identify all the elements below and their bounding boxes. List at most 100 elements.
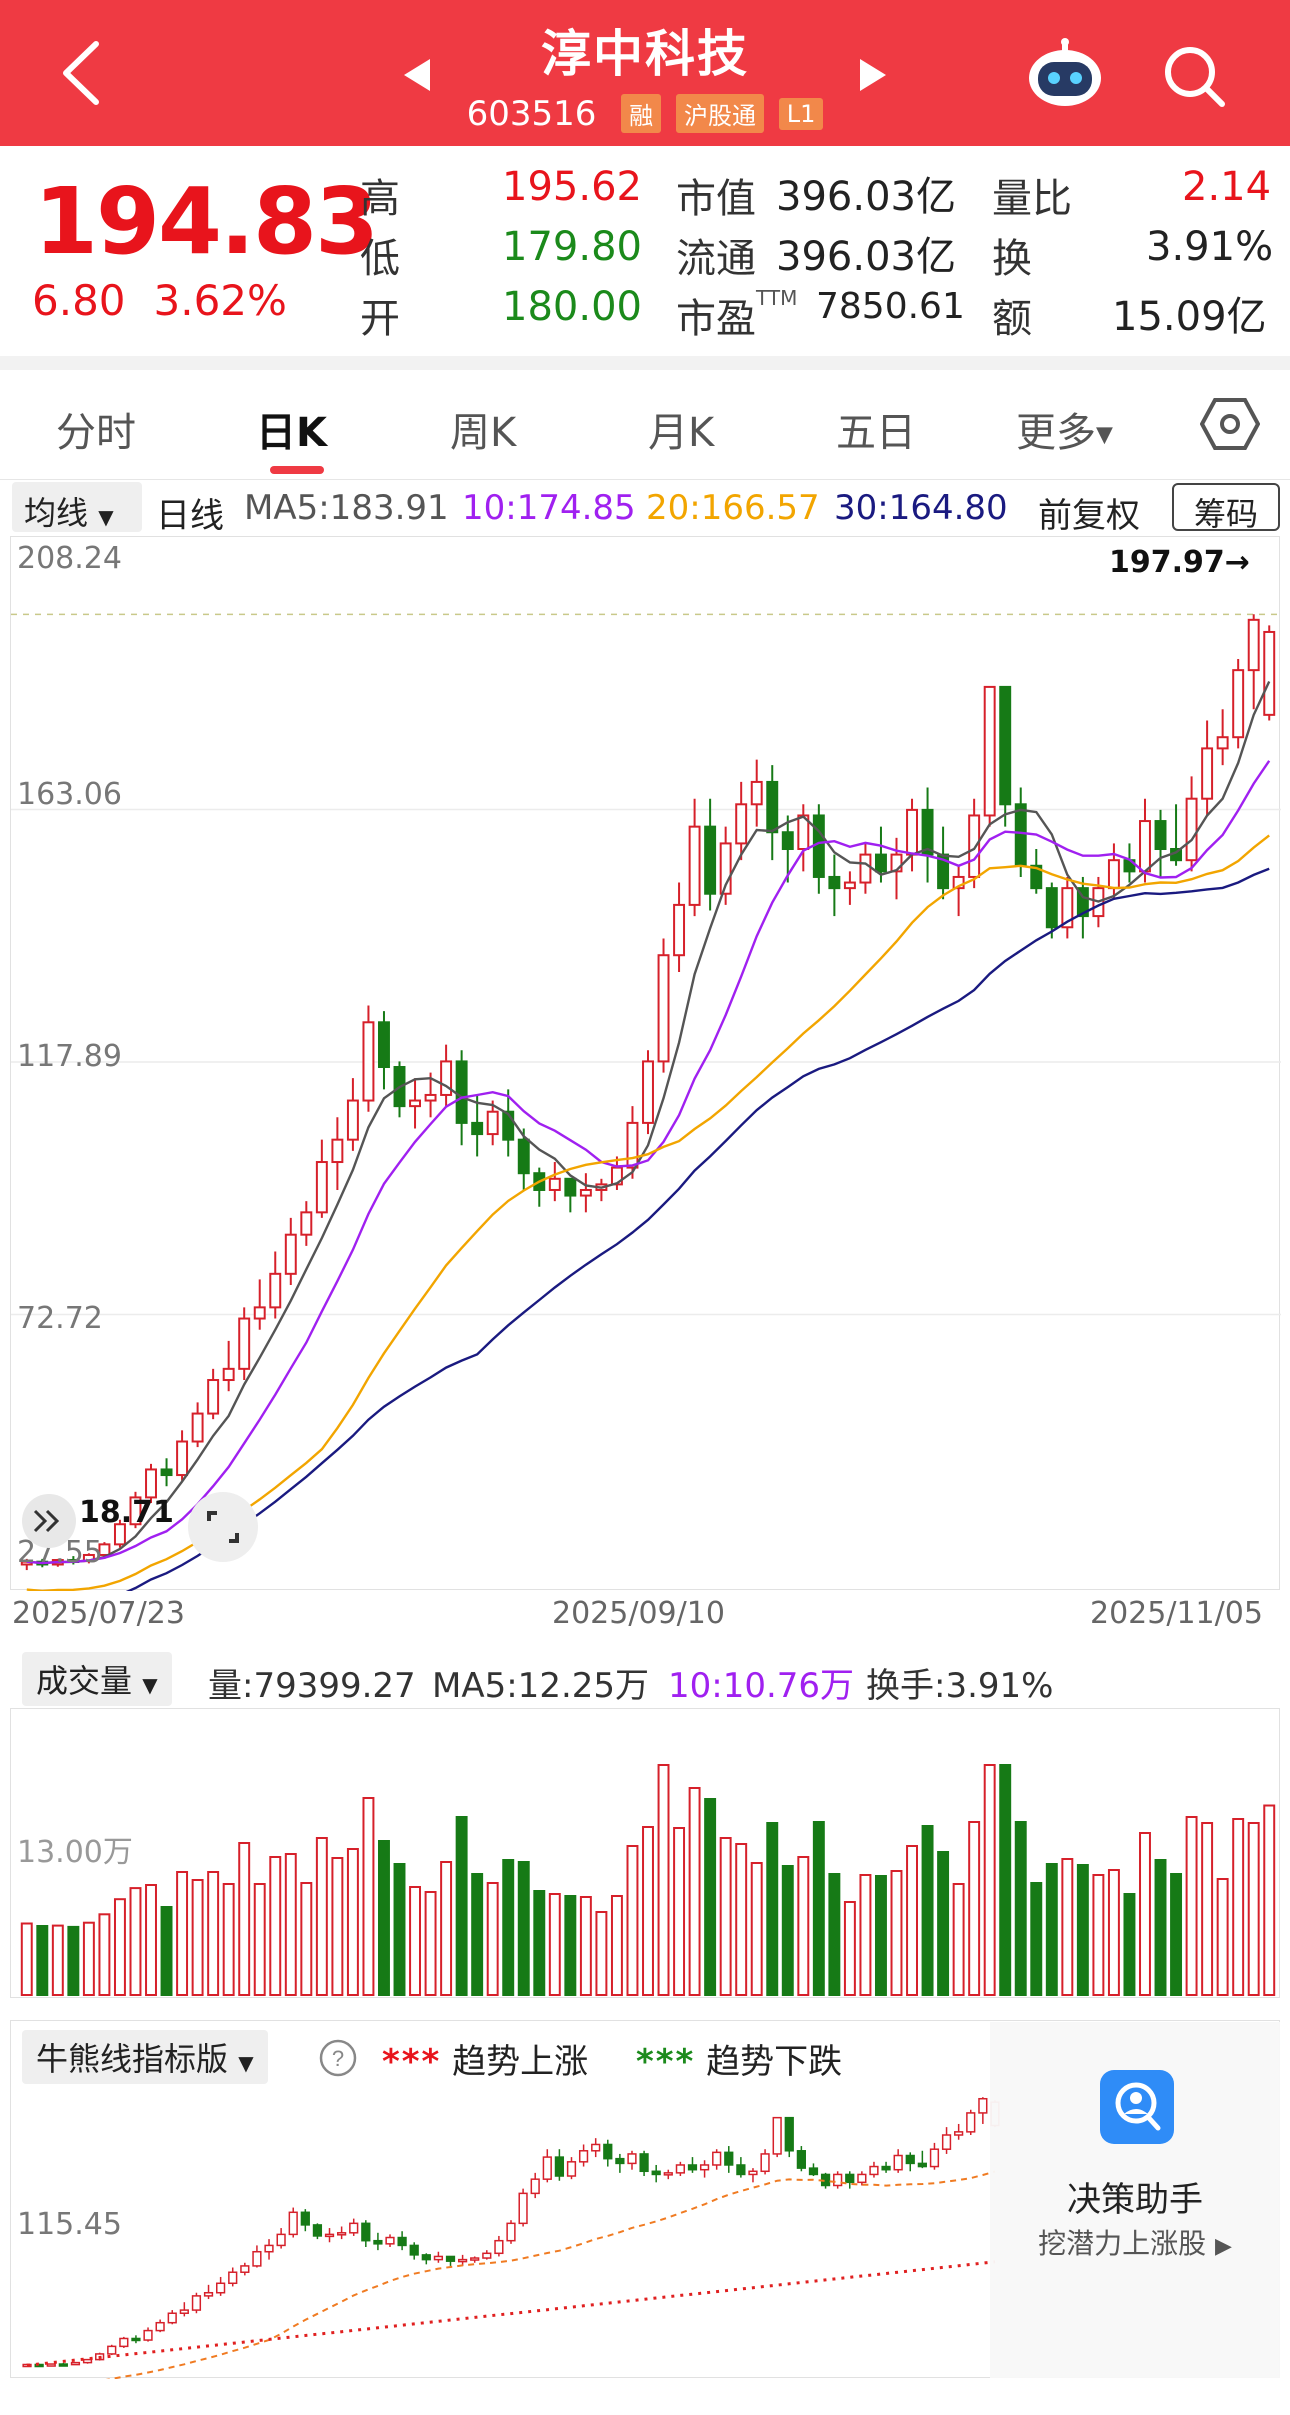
stock-subline: 603516 融 沪股通 L1: [0, 92, 1290, 134]
volume-bar: [688, 1787, 701, 1996]
candle-body: [548, 1177, 561, 1191]
search-icon[interactable]: [1160, 42, 1230, 112]
bull-candle-body: [808, 2167, 819, 2176]
bull-candle-body: [687, 2164, 698, 2171]
candle-body: [1247, 618, 1260, 672]
y-tick-4: 72.72: [17, 1301, 103, 1336]
candle-body: [1216, 736, 1229, 750]
bull-candle-body: [216, 2282, 226, 2294]
bull-candle-body: [627, 2153, 637, 2165]
tab-five-day[interactable]: 五日: [836, 410, 916, 456]
bull-candle-body: [869, 2165, 879, 2176]
bull-candle-body: [784, 2116, 794, 2152]
assistant-subtitle: 挖潜力上涨股 ▶: [990, 2222, 1280, 2262]
volume-bar: [906, 1845, 918, 1996]
volume-bar: [921, 1825, 934, 1996]
kline-chart-area[interactable]: 208.24 163.06 117.89 72.72 27.55 197.97→…: [10, 536, 1281, 1607]
candle-body: [145, 1468, 157, 1499]
bull-candle-body: [445, 2255, 456, 2262]
volume-bar: [1092, 1874, 1105, 1996]
change-value: 6.80: [32, 276, 126, 325]
caret-down-icon: ▼: [142, 1673, 158, 1697]
bull-candle-body: [506, 2222, 516, 2242]
volume-bar: [269, 1856, 282, 1996]
bull-candle-body: [155, 2321, 165, 2332]
bull-bear-dropdown[interactable]: 牛熊线指标版 ▼: [22, 2030, 268, 2084]
bull-candle-body: [457, 2258, 468, 2263]
prev-stock-icon[interactable]: [398, 55, 438, 95]
candle-body: [626, 1121, 639, 1169]
green-dots-icon: ***: [636, 2042, 696, 2082]
bull-candle-body: [966, 2112, 976, 2133]
volume-bar: [20, 1922, 33, 1996]
settings-hexagon-icon[interactable]: [1200, 394, 1260, 454]
tab-more[interactable]: 更多▼: [1016, 400, 1113, 458]
bull-candle-body: [615, 2157, 625, 2165]
stock-title: 淳中科技: [541, 25, 749, 83]
ma-dropdown-label: 均线: [24, 494, 89, 532]
volume-bar: [595, 1911, 608, 1996]
adjust-mode[interactable]: 前复权: [1038, 496, 1140, 536]
back-arrow-icon[interactable]: [52, 38, 112, 108]
current-price: 194.83: [34, 168, 379, 275]
volume-bar: [486, 1882, 499, 1996]
candle-body: [704, 825, 717, 895]
chip-button[interactable]: 筹码: [1172, 483, 1280, 533]
trend-up-legend: *** 趋势上涨: [382, 2034, 588, 2083]
change-pct: 3.62%: [153, 276, 287, 325]
candle-body: [750, 780, 763, 806]
help-icon[interactable]: ?: [318, 2038, 358, 2078]
bull-candle-body: [518, 2192, 528, 2225]
volume-bar: [222, 1883, 235, 1996]
tab-intraday[interactable]: 分时: [56, 410, 136, 456]
bull-candle-body: [264, 2244, 274, 2253]
next-stock-icon[interactable]: [852, 55, 892, 95]
bull-candle-body: [300, 2211, 310, 2226]
candle-body: [1154, 820, 1167, 851]
tab-monthly-k[interactable]: 月K: [648, 410, 715, 456]
low-label: 低: [360, 236, 400, 282]
bull-candle-body: [336, 2232, 347, 2236]
volume-bar: [766, 1822, 779, 1996]
y-tick-3: 117.89: [17, 1039, 122, 1074]
float-value: 396.03亿: [776, 234, 956, 280]
bull-candle-body: [240, 2265, 250, 2273]
volume-bar: [1185, 1816, 1198, 1996]
candle-body: [642, 1060, 654, 1124]
candle-body: [238, 1317, 251, 1370]
bull-candle-body: [748, 2170, 758, 2176]
ma-dropdown[interactable]: 均线 ▼: [12, 482, 142, 532]
pe-label-text: 市盈: [676, 296, 756, 342]
volume-ma10: 10:10.76万: [668, 1666, 855, 1706]
low-value: 179.80: [502, 224, 642, 270]
volume-bar: [67, 1925, 80, 1996]
volume-bar: [1139, 1832, 1151, 1996]
bull-bear-dropdown-label: 牛熊线指标版: [36, 2040, 229, 2078]
tab-weekly-k[interactable]: 周K: [450, 410, 517, 456]
candle-body: [176, 1440, 189, 1477]
volume-bar: [238, 1842, 251, 1996]
volume-bar: [1014, 1821, 1027, 1996]
volume-bar: [999, 1764, 1012, 1996]
fullscreen-icon[interactable]: [187, 1491, 259, 1563]
expand-left-icon[interactable]: [21, 1493, 77, 1549]
volume-chart-area[interactable]: 13.00万: [10, 1708, 1280, 1998]
bull-candle-body: [929, 2148, 940, 2168]
kline-svg: [11, 613, 1281, 1607]
tab-daily-k[interactable]: 日K: [256, 410, 327, 456]
bull-candle-body: [542, 2156, 552, 2180]
candle-body: [874, 853, 887, 873]
candle-body: [1107, 859, 1120, 890]
volume-bar: [874, 1875, 887, 1996]
decision-assistant-card[interactable]: 决策助手 挖潜力上涨股 ▶: [990, 2022, 1280, 2378]
bull-candle-body: [712, 2151, 722, 2166]
candle-body: [564, 1177, 577, 1197]
assistant-magnifier-icon: [1100, 2070, 1174, 2144]
volume-bar: [378, 1840, 390, 1996]
robot-assistant-icon[interactable]: [1024, 38, 1106, 110]
volume-bar: [176, 1871, 189, 1996]
volume-dropdown[interactable]: 成交量 ▼: [22, 1652, 172, 1706]
volume-bar: [937, 1851, 950, 1996]
top-bar: 淳中科技 603516 融 沪股通 L1: [0, 0, 1290, 146]
candle-body: [1263, 630, 1276, 716]
